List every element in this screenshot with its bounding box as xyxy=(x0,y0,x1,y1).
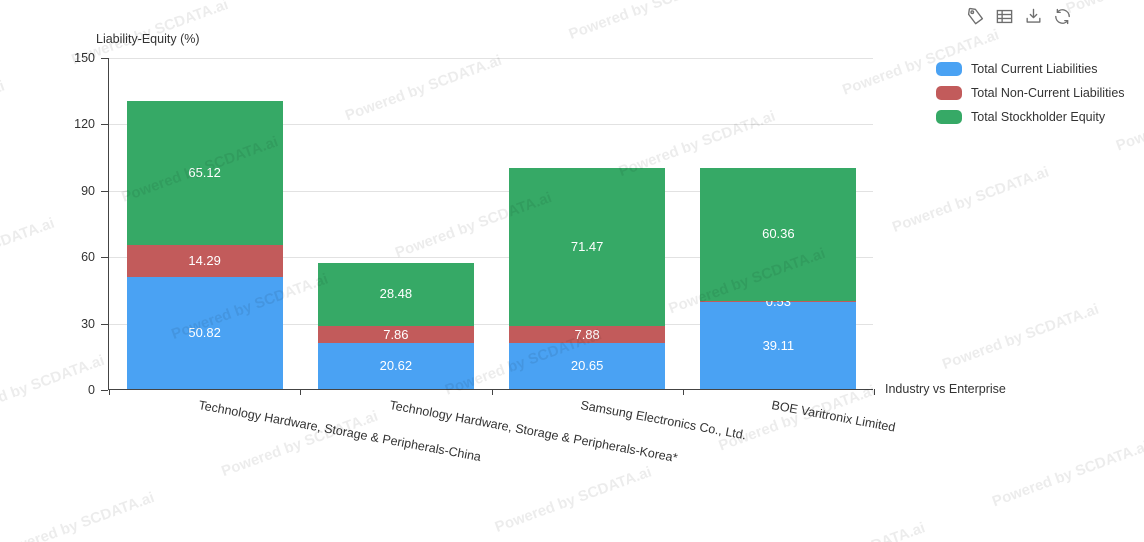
bar: 50.82 14.29 65.12 xyxy=(126,58,283,389)
y-tick-label: 0 xyxy=(88,383,95,397)
segment-value-label: 7.88 xyxy=(574,326,600,342)
watermark-text: Powered by SCDATA.ai xyxy=(890,163,1052,236)
y-tick-mark xyxy=(101,190,108,192)
bar: 20.62 7.86 28.48 xyxy=(317,58,474,389)
segment-value-label: 20.62 xyxy=(379,358,413,374)
y-tick-mark xyxy=(101,257,108,259)
bar-segment: 28.48 xyxy=(317,262,474,326)
watermark-text: Powered by SCDATA.ai xyxy=(772,510,1046,542)
bar-segment: 7.88 xyxy=(509,325,666,344)
segment-value-label: 71.47 xyxy=(570,238,604,254)
x-tick-mark xyxy=(491,389,493,395)
watermark-text: Powered by SCDATA.ai xyxy=(989,437,1144,511)
segment-value-label: 28.48 xyxy=(379,286,413,302)
x-tick-mark xyxy=(300,389,302,395)
x-axis-title: Industry vs Enterprise xyxy=(885,382,1006,396)
legend-item[interactable]: Total Non-Current Liabilities xyxy=(936,86,1125,100)
segment-value-label: 7.86 xyxy=(383,326,409,342)
y-tick-mark xyxy=(101,390,108,391)
watermark-text: Powered by SCDATA.ai xyxy=(566,0,728,43)
legend-swatch-icon xyxy=(936,62,962,76)
segment-value-label: 65.12 xyxy=(188,165,221,181)
segment-value-label: 39.11 xyxy=(762,337,795,353)
tag-icon[interactable] xyxy=(966,7,985,26)
watermark-text: Powered by SCDATA.ai xyxy=(940,300,1102,374)
bar-segment: 7.86 xyxy=(317,325,474,344)
bar-segment: 39.11 xyxy=(700,302,857,389)
gridline xyxy=(109,124,873,126)
bar-segment: 71.47 xyxy=(509,167,666,326)
y-tick-label: 120 xyxy=(74,117,95,132)
bar-segment: 60.36 xyxy=(700,167,857,302)
gridline xyxy=(109,58,873,59)
x-tick-mark xyxy=(874,389,875,395)
x-tick-mark xyxy=(109,389,110,395)
y-tick-label: 90 xyxy=(81,183,95,198)
plot-area: 0 30 60 90 120 150 50.82 14.29 65.12 Technology H… xyxy=(74,51,897,465)
y-tick-mark xyxy=(101,124,108,126)
y-tick-mark xyxy=(101,58,108,59)
x-category-label: BOE Varitronix Limited xyxy=(770,398,897,435)
watermark-text: Powered by SCDATA.ai xyxy=(1,480,275,542)
bar-segment: 50.82 xyxy=(126,276,283,389)
refresh-icon[interactable] xyxy=(1053,7,1072,26)
bar: 20.65 7.88 71.47 xyxy=(509,58,666,389)
gridline xyxy=(109,323,873,325)
gridline xyxy=(109,190,873,192)
x-tick-mark xyxy=(682,389,684,395)
table-icon[interactable] xyxy=(995,7,1014,26)
watermark-text: Powered by SCDATA.ai xyxy=(275,536,549,542)
legend-item[interactable]: Total Current Liabilities xyxy=(936,62,1125,76)
download-icon[interactable] xyxy=(1024,7,1043,26)
bar: 39.11 0.53 60.36 xyxy=(700,58,857,389)
watermark-text: Powered by SCDATA.ai xyxy=(722,373,996,542)
watermark-text: Powered by SCDATA.ai xyxy=(996,429,1144,542)
segment-value-label: 20.65 xyxy=(570,358,604,374)
chart-toolbar xyxy=(966,7,1072,26)
bar-segment: 20.65 xyxy=(509,343,666,389)
segment-value-label: 14.29 xyxy=(188,252,221,268)
segment-value-label: 60.36 xyxy=(762,226,795,242)
legend-label: Total Stockholder Equity xyxy=(971,110,1106,124)
segment-value-label: 50.82 xyxy=(188,324,221,340)
x-category-label: Samsung Electronics Co., Ltd. xyxy=(579,398,748,443)
y-tick-mark xyxy=(101,323,108,325)
legend-label: Total Current Liabilities xyxy=(971,62,1098,76)
watermark-text: Powered by SCDATA.ai xyxy=(499,455,773,542)
legend-item[interactable]: Total Stockholder Equity xyxy=(936,110,1125,124)
watermark-text: Powered by SCDATA.ai xyxy=(0,424,1,542)
legend-swatch-icon xyxy=(936,110,962,124)
bar-segment: 65.12 xyxy=(126,100,283,245)
bar-segment: 0.53 xyxy=(700,295,857,308)
legend: Total Current Liabilities Total Non-Curre… xyxy=(936,62,1125,124)
y-tick-label: 150 xyxy=(74,51,95,65)
legend-label: Total Non-Current Liabilities xyxy=(971,86,1125,100)
bar-segment: 14.29 xyxy=(126,244,283,277)
bar-segment: 20.62 xyxy=(317,343,474,389)
y-axis-title: Liability-Equity (%) xyxy=(96,32,200,46)
y-tick-label: 30 xyxy=(81,316,95,331)
y-tick-label: 60 xyxy=(81,250,95,265)
gridline xyxy=(109,257,873,259)
legend-swatch-icon xyxy=(936,86,962,100)
